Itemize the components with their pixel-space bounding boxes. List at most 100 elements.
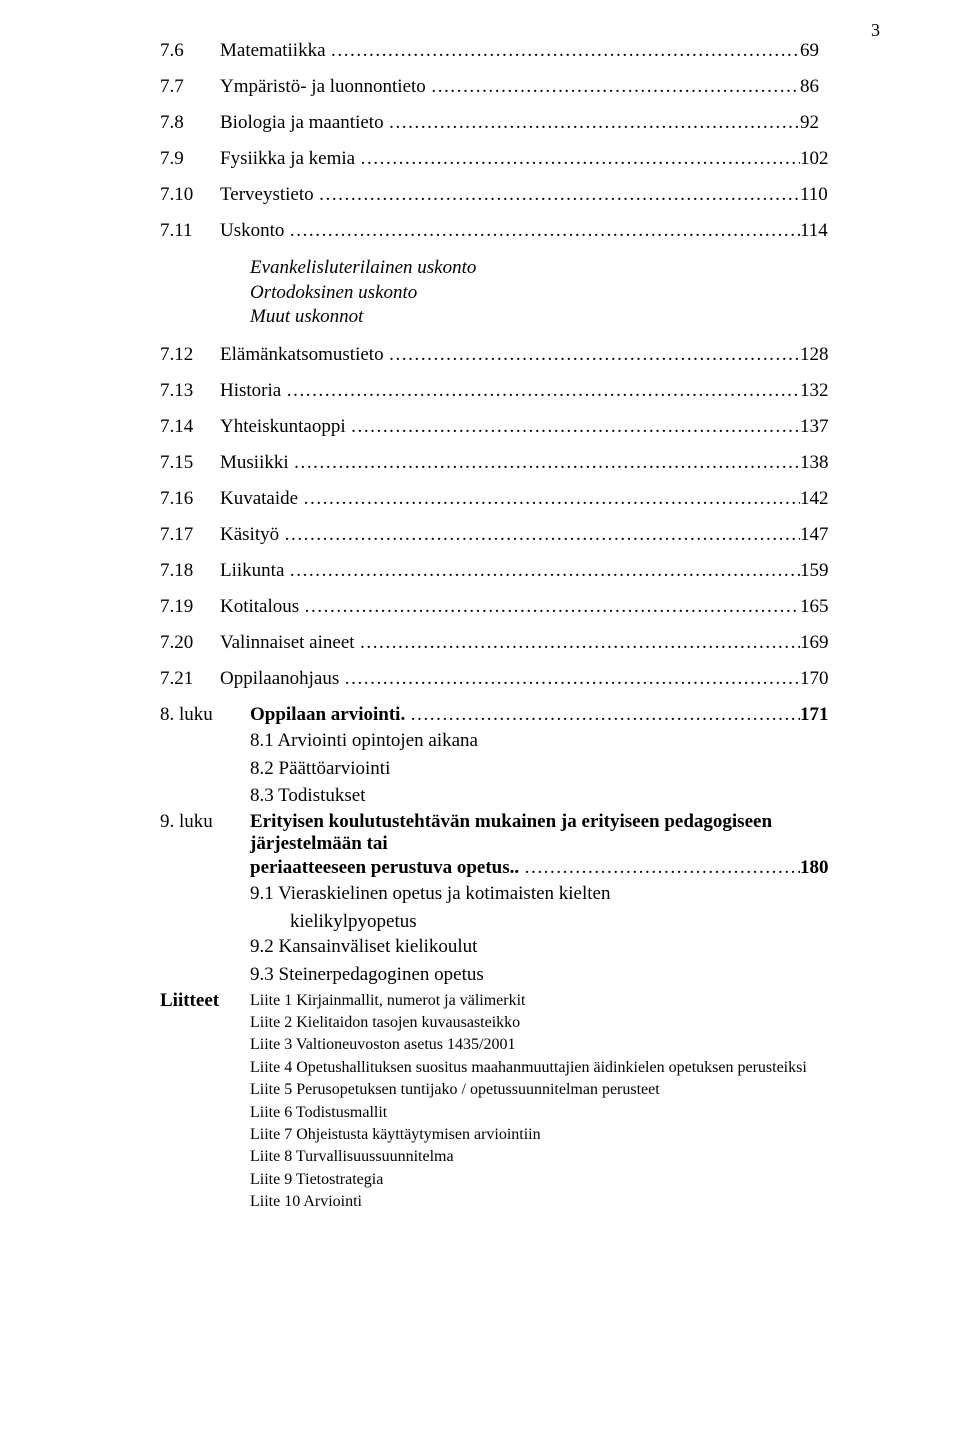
liite-item: Liite 8 Turvallisuussuunnitelma [250, 1146, 850, 1168]
toc-item: 7.18Liikunta 159 [160, 560, 850, 582]
toc-item: 7.9Fysiikka ja kemia 102 [160, 148, 850, 170]
toc-item: 7.8Biologia ja maantieto 92 [160, 112, 850, 134]
toc-num: 7.13 [160, 380, 220, 402]
toc-num: 7.18 [160, 560, 220, 582]
toc-num: 7.12 [160, 344, 220, 366]
toc-item: 7.14Yhteiskuntaoppi 137 [160, 416, 850, 438]
toc-page: 86 [800, 76, 850, 98]
toc-num: 7.6 [160, 40, 220, 62]
chapter-9-row2: periaatteeseen perustuva opetus.. 180 [160, 857, 850, 879]
liite-item: Liite 3 Valtioneuvoston asetus 1435/2001 [250, 1034, 850, 1056]
toc-num: 7.17 [160, 524, 220, 546]
toc-num: 7.20 [160, 632, 220, 654]
chapter-8-title-text: Oppilaan arviointi [250, 704, 400, 725]
chapter-8-row: 8. luku Oppilaan arviointi. 171 [160, 704, 850, 726]
toc-page: 170 [800, 668, 850, 690]
toc-page: 169 [800, 632, 850, 654]
chapter-9-title-line1: Erityisen koulutustehtävän mukainen ja e… [250, 811, 850, 855]
chapter-9-label: 9. luku [160, 811, 250, 855]
toc-item: 7.19Kotitalous 165 [160, 596, 850, 618]
liite-item: Liite 4 Opetushallituksen suositus maaha… [250, 1057, 850, 1079]
chapter-9-subsub: kielikylpyopetus [290, 909, 850, 935]
liitteet-rest: Liite 2 Kielitaidon tasojen kuvausasteik… [160, 1012, 850, 1214]
toc-title: Käsityö [220, 524, 800, 546]
chapter-9-sub-1: 9.1 Vieraskielinen opetus ja kotimaisten… [250, 881, 850, 907]
toc-num: 7.15 [160, 452, 220, 474]
toc-page: 132 [800, 380, 850, 402]
toc-page: 128 [800, 344, 850, 366]
liitteet-row: Liitteet Liite 1 Kirjainmallit, numerot … [160, 990, 850, 1012]
toc-num: 7.8 [160, 112, 220, 134]
toc-item: 7.17Käsityö 147 [160, 524, 850, 546]
toc-num: 7.19 [160, 596, 220, 618]
toc-title: Oppilaanohjaus [220, 668, 800, 690]
chapter-9-sub-3: 9.3 Steinerpedagoginen opetus [250, 962, 850, 988]
toc-sub-item: Ortodoksinen uskonto [250, 281, 850, 306]
toc-item: 7.10Terveystieto 110 [160, 184, 850, 206]
toc-sub-list: Evankelisluterilainen uskontoOrtodoksine… [250, 256, 850, 330]
toc-page: 114 [800, 220, 850, 242]
page-number: 3 [871, 20, 880, 41]
liitteet-label: Liitteet [160, 990, 250, 1012]
chapter-8-sub: 8.3 Todistukset [250, 783, 850, 809]
toc-page: 147 [800, 524, 850, 546]
chapter-9-title-line2: periaatteeseen perustuva opetus.. [250, 857, 800, 879]
toc-page: 165 [800, 596, 850, 618]
toc-title: Liikunta [220, 560, 800, 582]
toc-title: Historia [220, 380, 800, 402]
liite-item: Liite 7 Ohjeistusta käyttäytymisen arvio… [250, 1124, 850, 1146]
liite-item: Liite 6 Todistusmallit [250, 1102, 850, 1124]
toc-item: 7.15Musiikki 138 [160, 452, 850, 474]
toc-title: Terveystieto [220, 184, 800, 206]
toc-title: Yhteiskuntaoppi [220, 416, 800, 438]
toc-item: 7.13Historia 132 [160, 380, 850, 402]
toc-page: 159 [800, 560, 850, 582]
page: 3 7.6Matematiikka 69 7.7Ympäristö- ja luo… [0, 0, 960, 1253]
liite-item: Liite 5 Perusopetuksen tuntijako / opetu… [250, 1079, 850, 1101]
toc-item: 7.21Oppilaanohjaus 170 [160, 668, 850, 690]
toc-title: Biologia ja maantieto [220, 112, 800, 134]
chapter-9-title-line2-text: periaatteeseen perustuva opetus [250, 857, 510, 878]
toc-num: 7.10 [160, 184, 220, 206]
toc-item: 7.12Elämänkatsomustieto 128 [160, 344, 850, 366]
chapter-8-subs: 8.1 Arviointi opintojen aikana8.2 Päättö… [160, 728, 850, 809]
chapter-9-row: 9. luku Erityisen koulutustehtävän mukai… [160, 811, 850, 855]
toc-page: 110 [800, 184, 850, 206]
chapter-8-sub: 8.2 Päättöarviointi [250, 756, 850, 782]
toc-title: Fysiikka ja kemia [220, 148, 800, 170]
toc-item: 7.20Valinnaiset aineet 169 [160, 632, 850, 654]
chapter-8-sub: 8.1 Arviointi opintojen aikana [250, 728, 850, 754]
toc-title: Ympäristö- ja luonnontieto [220, 76, 800, 98]
toc-title: Kuvataide [220, 488, 800, 510]
toc-title: Matematiikka [220, 40, 800, 62]
toc-page: 138 [800, 452, 850, 474]
chapter-8-title: Oppilaan arviointi. [250, 704, 800, 726]
toc-num: 7.9 [160, 148, 220, 170]
toc-page: 137 [800, 416, 850, 438]
chapter-8-page: 171 [800, 704, 850, 726]
toc-num: 7.16 [160, 488, 220, 510]
toc-page: 92 [800, 112, 850, 134]
chapter-9-spacer [160, 857, 250, 879]
toc-page: 142 [800, 488, 850, 510]
toc-num: 7.11 [160, 220, 220, 242]
toc-num: 7.21 [160, 668, 220, 690]
chapter-9-sub-2: 9.2 Kansainväliset kielikoulut [250, 934, 850, 960]
toc-num: 7.14 [160, 416, 220, 438]
toc-sub-item: Muut uskonnot [250, 305, 850, 330]
toc-item: 7.16Kuvataide 142 [160, 488, 850, 510]
toc-title: Valinnaiset aineet [220, 632, 800, 654]
liite-item-0: Liite 1 Kirjainmallit, numerot ja välime… [250, 990, 850, 1012]
liite-item: Liite 10 Arviointi [250, 1191, 850, 1213]
toc-title: Musiikki [220, 452, 800, 474]
chapter-9-page: 180 [800, 857, 850, 879]
toc-item: 7.6Matematiikka 69 [160, 40, 850, 62]
toc-sub-item: Evankelisluterilainen uskonto [250, 256, 850, 281]
toc-title: Kotitalous [220, 596, 800, 618]
toc-title: Uskonto [220, 220, 800, 242]
toc-title: Elämänkatsomustieto [220, 344, 800, 366]
toc-item: 7.11Uskonto 114 [160, 220, 850, 242]
toc-item: 7.7Ympäristö- ja luonnontieto 86 [160, 76, 850, 98]
toc-page: 102 [800, 148, 850, 170]
liite-item: Liite 2 Kielitaidon tasojen kuvausasteik… [250, 1012, 850, 1034]
